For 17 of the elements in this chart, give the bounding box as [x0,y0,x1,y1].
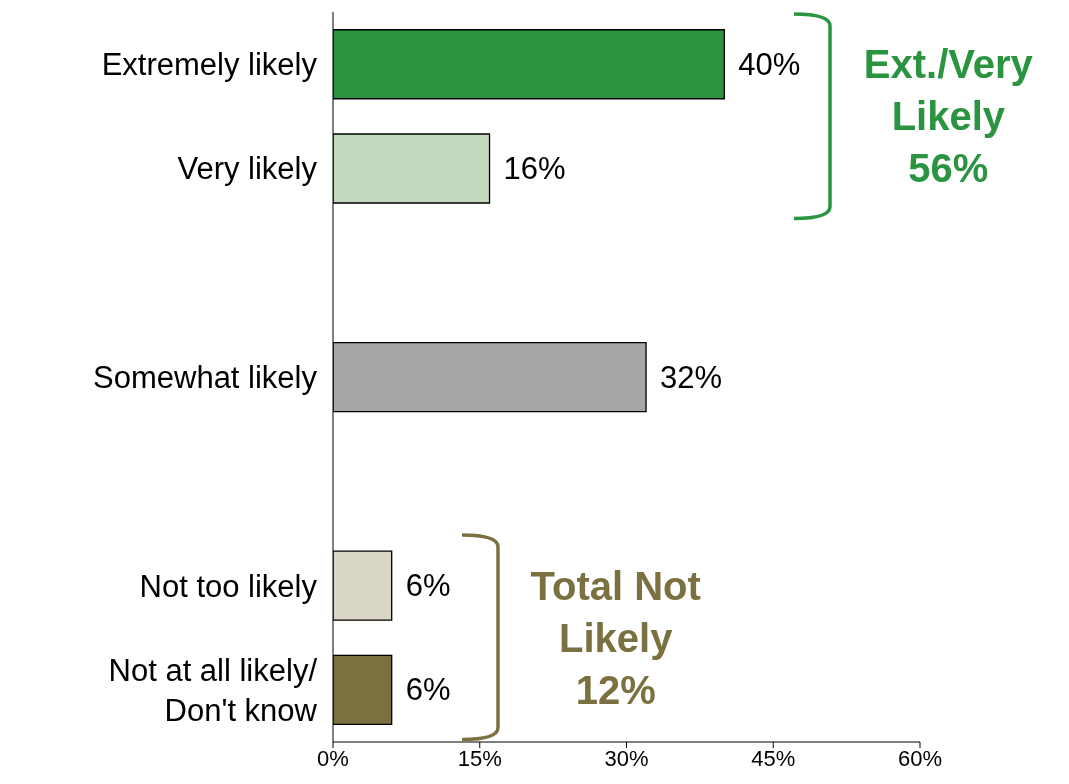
x-tick-label: 15% [457,745,502,771]
data-label: 6% [405,568,451,604]
y-tick-label: Extremely likely [101,46,318,82]
data-label: 32% [660,359,723,395]
y-tick-label: Not too likely [139,568,318,604]
data-label: 40% [738,46,801,82]
x-tick-label: 45% [751,745,796,771]
x-tick-label: 0% [317,745,349,771]
data-label: 16% [503,151,566,187]
data-label: 6% [405,672,451,708]
y-tick-label: Not at all likely/ Don't know [108,652,318,728]
x-tick-label: 30% [604,745,649,771]
y-tick-label: Very likely [177,150,318,186]
annotation: Total Not Likely 12% [529,562,702,714]
x-tick-label: 60% [897,745,943,771]
annotation: Ext./Very Likely 56% [862,41,1034,193]
y-tick-label: Somewhat likely [93,359,318,395]
